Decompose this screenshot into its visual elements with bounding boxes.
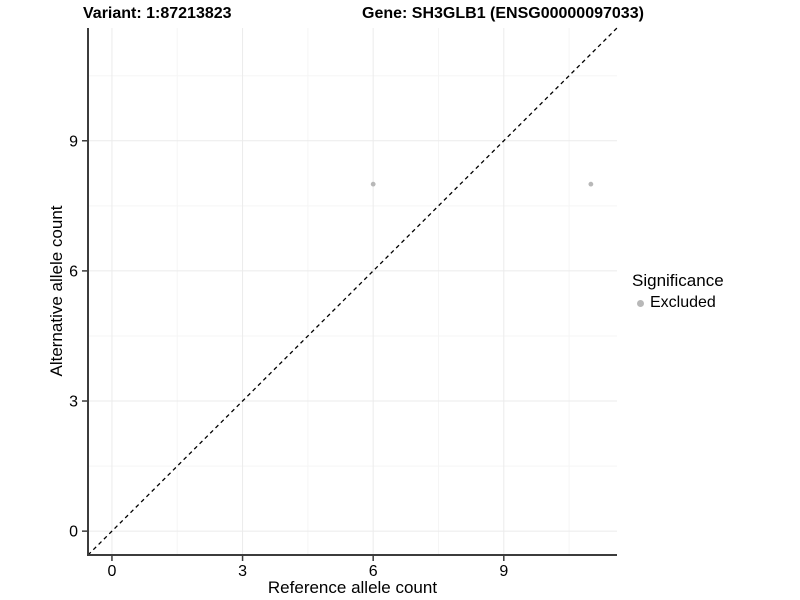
y-axis-title: Alternative allele count <box>47 205 66 377</box>
legend-item-excluded: Excluded <box>632 294 724 312</box>
y-tick-label: 6 <box>69 263 78 280</box>
legend: Significance Excluded <box>632 271 724 312</box>
y-tick-label: 3 <box>69 394 78 411</box>
x-axis-title: Reference allele count <box>267 578 438 597</box>
x-tick-label: 3 <box>238 563 247 580</box>
identity-line <box>87 27 618 556</box>
legend-title: Significance <box>632 271 724 290</box>
data-point <box>370 181 376 187</box>
x-tick-label: 9 <box>499 563 508 580</box>
y-tick-label: 9 <box>69 133 78 150</box>
legend-key <box>632 295 649 312</box>
y-tick-label: 0 <box>69 524 78 541</box>
x-tick-label: 6 <box>369 563 378 580</box>
excluded-point-icon <box>637 299 644 307</box>
gene-title: Gene: SH3GLB1 (ENSG00000097033) <box>362 5 644 22</box>
legend-item-label: Excluded <box>650 294 716 311</box>
x-tick-label: 0 <box>107 563 116 580</box>
data-point <box>588 181 594 187</box>
variant-title: Variant: 1:87213823 <box>83 5 232 22</box>
